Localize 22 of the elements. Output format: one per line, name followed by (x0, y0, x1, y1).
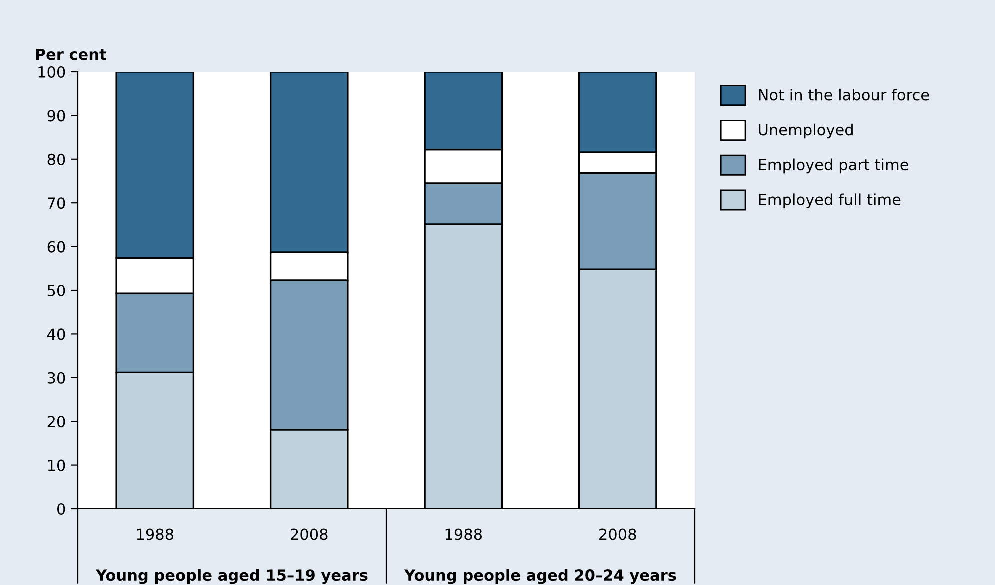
y-tick-label: 40 (48, 328, 66, 340)
x-tick-label: 2008 (291, 528, 328, 540)
legend-label: Employed part time (759, 158, 908, 174)
y-tick-label: 70 (48, 198, 66, 210)
text: Young people aged 20–24 years (404, 569, 676, 584)
legend-label: Employed full time (759, 194, 901, 208)
y-tick-label: 50 (48, 284, 66, 297)
x-tick-label: 1988 (137, 528, 174, 540)
y-tick-label: 90 (48, 110, 66, 122)
x-tick-label: 1988 (446, 528, 482, 540)
x-tick-label: 2008 (600, 528, 636, 540)
legend-label: Unemployed (759, 124, 853, 139)
y-tick-label: 80 (48, 154, 66, 166)
y-tick-label: 60 (48, 241, 66, 253)
y-tick-label: 100 (38, 66, 66, 78)
y-tick-label: 30 (48, 372, 66, 384)
y-tick-label: 20 (48, 416, 66, 428)
legend-label: Not in the labour force (759, 88, 930, 101)
y-tick-label: 10 (48, 460, 66, 472)
y-axis-title: Per cent (36, 48, 106, 60)
text: Young people aged 15–19 years (96, 569, 368, 584)
y-tick-label: 0 (57, 503, 66, 516)
